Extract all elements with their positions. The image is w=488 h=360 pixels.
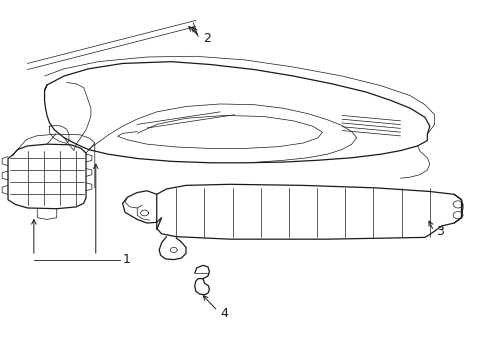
Text: 4: 4 — [220, 307, 227, 320]
Text: 2: 2 — [203, 32, 210, 45]
Text: 3: 3 — [435, 225, 443, 238]
Text: 1: 1 — [122, 253, 130, 266]
